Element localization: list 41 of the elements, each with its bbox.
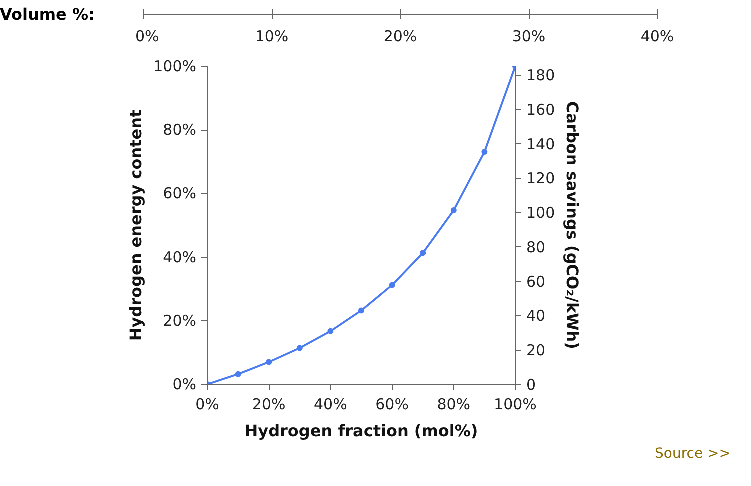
y-tick-label: 60% [163,184,197,203]
y2-tick-label: 40 [526,307,546,326]
y2-axis-title: Carbon savings (gCO₂/kWh) [563,102,582,350]
x2-tick-label: 20% [384,28,418,46]
point [482,149,488,156]
x2-tick-label: 10% [255,28,289,46]
point [235,371,242,378]
x2-axis-title: Volume %: [0,4,95,26]
y2-tick-label: 60 [526,272,546,291]
point [420,250,426,256]
point [358,308,364,314]
y-tick-label: 20% [163,312,197,330]
point [328,328,334,334]
point [389,282,396,288]
x2-tick-label: 0% [136,28,160,46]
y2-tick-label: 140 [526,135,556,154]
x-tick-label: 80% [437,396,471,414]
y2-tick-label: 180 [526,66,556,85]
point [450,208,457,214]
y-tick-label: 0% [172,376,196,394]
y2-tick-label: 0 [526,376,536,394]
y2-tick-label: 20 [526,342,546,360]
x2-tick-label: 30% [512,28,546,46]
source-note: Source >> [655,445,731,464]
y-axis-title: Hydrogen energy content [126,110,146,342]
y2-tick-label: 100 [526,204,556,222]
point [266,359,272,366]
y-tick-label: 80% [163,121,197,140]
x2-tick-label: 40% [640,28,674,46]
y-tick-label: 40% [163,248,197,266]
y2-tick-label: 160 [526,100,556,119]
x-tick-label: 20% [252,396,286,414]
y-tick-label: 100% [154,58,197,76]
y2-tick-label: 120 [526,170,556,188]
x-tick-label: 60% [376,396,409,414]
x-axis-title: Hydrogen fraction (mol%) [244,422,478,440]
point [296,345,303,352]
x-tick-label: 0% [196,396,220,414]
x-tick-label: 40% [314,396,348,414]
y2-tick-label: 80 [526,238,546,256]
x-tick-label: 100% [494,396,537,414]
